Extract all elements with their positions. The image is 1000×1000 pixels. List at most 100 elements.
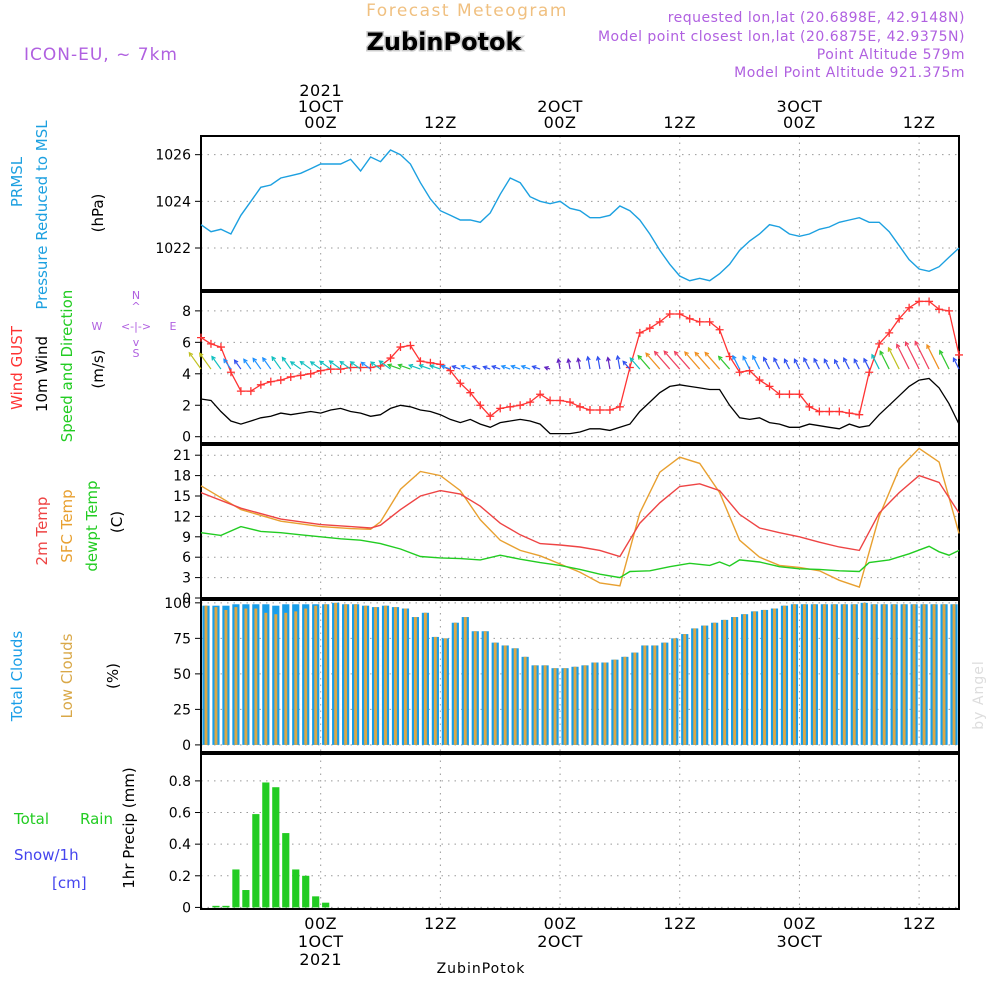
wind-direction-arrow bbox=[663, 350, 681, 370]
compass-n: N bbox=[132, 289, 140, 302]
gust-marker bbox=[506, 402, 515, 411]
temp-ytick-label: 6 bbox=[182, 550, 191, 566]
model-label: ICON-EU, ~ 7km bbox=[24, 45, 178, 65]
gust-marker bbox=[835, 407, 844, 416]
gust-marker bbox=[795, 390, 804, 399]
low-cloud-bar bbox=[872, 604, 876, 745]
pressure-label-desc: Pressure Reduced to MSL bbox=[33, 120, 51, 310]
wind-arrow-head bbox=[645, 352, 651, 358]
low-cloud-bar bbox=[563, 668, 567, 745]
gust-marker bbox=[585, 405, 594, 414]
low-cloud-bar bbox=[384, 605, 387, 745]
low-cloud-bar bbox=[244, 608, 248, 745]
gust-marker bbox=[286, 372, 295, 381]
pressure-unit-label: (hPa) bbox=[89, 194, 107, 233]
low-cloud-bar bbox=[832, 604, 836, 745]
gust-marker bbox=[925, 297, 934, 306]
gust-marker bbox=[197, 333, 205, 342]
footer-station-name: ZubinPotok bbox=[437, 961, 526, 977]
wind-direction-arrow bbox=[567, 358, 571, 370]
wind-ytick-label: 4 bbox=[182, 367, 191, 383]
wind-arrow-head bbox=[615, 354, 621, 361]
low-cloud-bar bbox=[404, 608, 407, 745]
wind-direction-arrow bbox=[262, 357, 272, 370]
compass-down: v bbox=[133, 336, 140, 349]
gust-marker bbox=[486, 412, 495, 421]
pressure-label-prmsl: PRMSL bbox=[8, 156, 26, 207]
wind-arrow-head bbox=[243, 358, 248, 364]
low-cloud-bar bbox=[852, 604, 856, 745]
low-cloud-bar bbox=[254, 608, 258, 745]
wind-direction-arrow bbox=[684, 351, 701, 370]
wind-arrow-head bbox=[813, 357, 818, 363]
wind-arrow-head bbox=[397, 363, 403, 369]
low-cloud-bar bbox=[942, 604, 946, 745]
total-rain-label-total: Total bbox=[13, 810, 49, 828]
low-cloud-bar bbox=[324, 604, 328, 745]
gust-marker bbox=[635, 328, 644, 337]
temp-panel-frame bbox=[200, 444, 960, 599]
gust-marker bbox=[715, 325, 724, 334]
wind-direction-arrow bbox=[622, 360, 631, 370]
low-cloud-bar bbox=[443, 638, 447, 745]
wind-arrow-head bbox=[408, 363, 414, 369]
requested-coords: requested lon,lat (20.6898E, 42.9148N) bbox=[668, 10, 965, 26]
gust-marker bbox=[625, 363, 634, 372]
gust-marker bbox=[855, 410, 864, 419]
low-cloud-bar bbox=[922, 604, 926, 745]
rain-bar bbox=[222, 905, 230, 908]
temp-2m-label: 2m Temp bbox=[33, 497, 51, 566]
wind-arrow-head bbox=[762, 356, 768, 362]
rain-bar bbox=[232, 869, 240, 908]
low-cloud-bar bbox=[723, 619, 727, 745]
pressure-ytick-label: 1024 bbox=[155, 194, 191, 210]
gust-marker bbox=[246, 387, 255, 396]
gust-marker bbox=[765, 382, 774, 391]
gust-marker bbox=[785, 390, 794, 399]
wind-direction-arrow bbox=[616, 355, 621, 370]
wind-direction-arrow bbox=[329, 360, 341, 370]
rain-bar bbox=[282, 833, 290, 908]
low-cloud-bar bbox=[583, 665, 587, 745]
wind-direction-arrow bbox=[905, 341, 920, 370]
sfc-temp-label: SFC Temp bbox=[58, 489, 76, 562]
low-cloud-bar bbox=[613, 659, 617, 745]
wind-arrow-head bbox=[773, 357, 778, 363]
wind-arrow-head bbox=[704, 351, 710, 357]
gust-marker bbox=[306, 369, 315, 378]
temp-ytick-label: 0 bbox=[182, 591, 191, 607]
gust-marker bbox=[945, 306, 954, 315]
wind-gust-label: Wind GUST bbox=[8, 325, 26, 410]
low-cloud-bar bbox=[413, 617, 417, 745]
wind-direction-arrow bbox=[339, 361, 351, 370]
bottom-time-label: 00Z bbox=[544, 914, 577, 933]
gust-marker bbox=[436, 360, 445, 369]
wind-direction-arrow bbox=[501, 365, 511, 370]
wind-arrow-head bbox=[629, 357, 635, 363]
wind-direction-arrow bbox=[773, 357, 781, 370]
bottom-time-label: 12Z bbox=[424, 914, 457, 933]
low-cloud-bar bbox=[573, 666, 577, 745]
top-time-label: 1OCT bbox=[298, 97, 344, 116]
wind-arrow-head bbox=[369, 361, 376, 366]
rain-bar bbox=[302, 875, 310, 908]
clouds-ytick-label: 75 bbox=[173, 631, 191, 647]
top-time-label: 2021 bbox=[299, 81, 342, 100]
precip-panel-frame bbox=[200, 753, 960, 910]
model-altitude: Model Point Altitude 921.375m bbox=[734, 65, 965, 81]
low-cloud-bar bbox=[264, 612, 268, 745]
wind-arrow-head bbox=[360, 361, 366, 367]
low-cloud-bar bbox=[812, 604, 816, 745]
wind-direction-arrow bbox=[863, 358, 870, 370]
wind-arrow-head bbox=[349, 361, 355, 366]
gust-marker bbox=[536, 390, 545, 399]
low-cloud-bar bbox=[673, 638, 677, 745]
watermark-text: by Angel bbox=[971, 660, 987, 729]
gust-marker bbox=[775, 390, 784, 399]
pressure-ytick-label: 1022 bbox=[155, 241, 191, 257]
wind-direction-arrow bbox=[654, 351, 671, 370]
low-cloud-bar bbox=[394, 607, 397, 745]
gust-marker bbox=[476, 401, 485, 410]
gust-marker bbox=[396, 343, 405, 352]
wind-direction-arrow bbox=[300, 361, 312, 370]
